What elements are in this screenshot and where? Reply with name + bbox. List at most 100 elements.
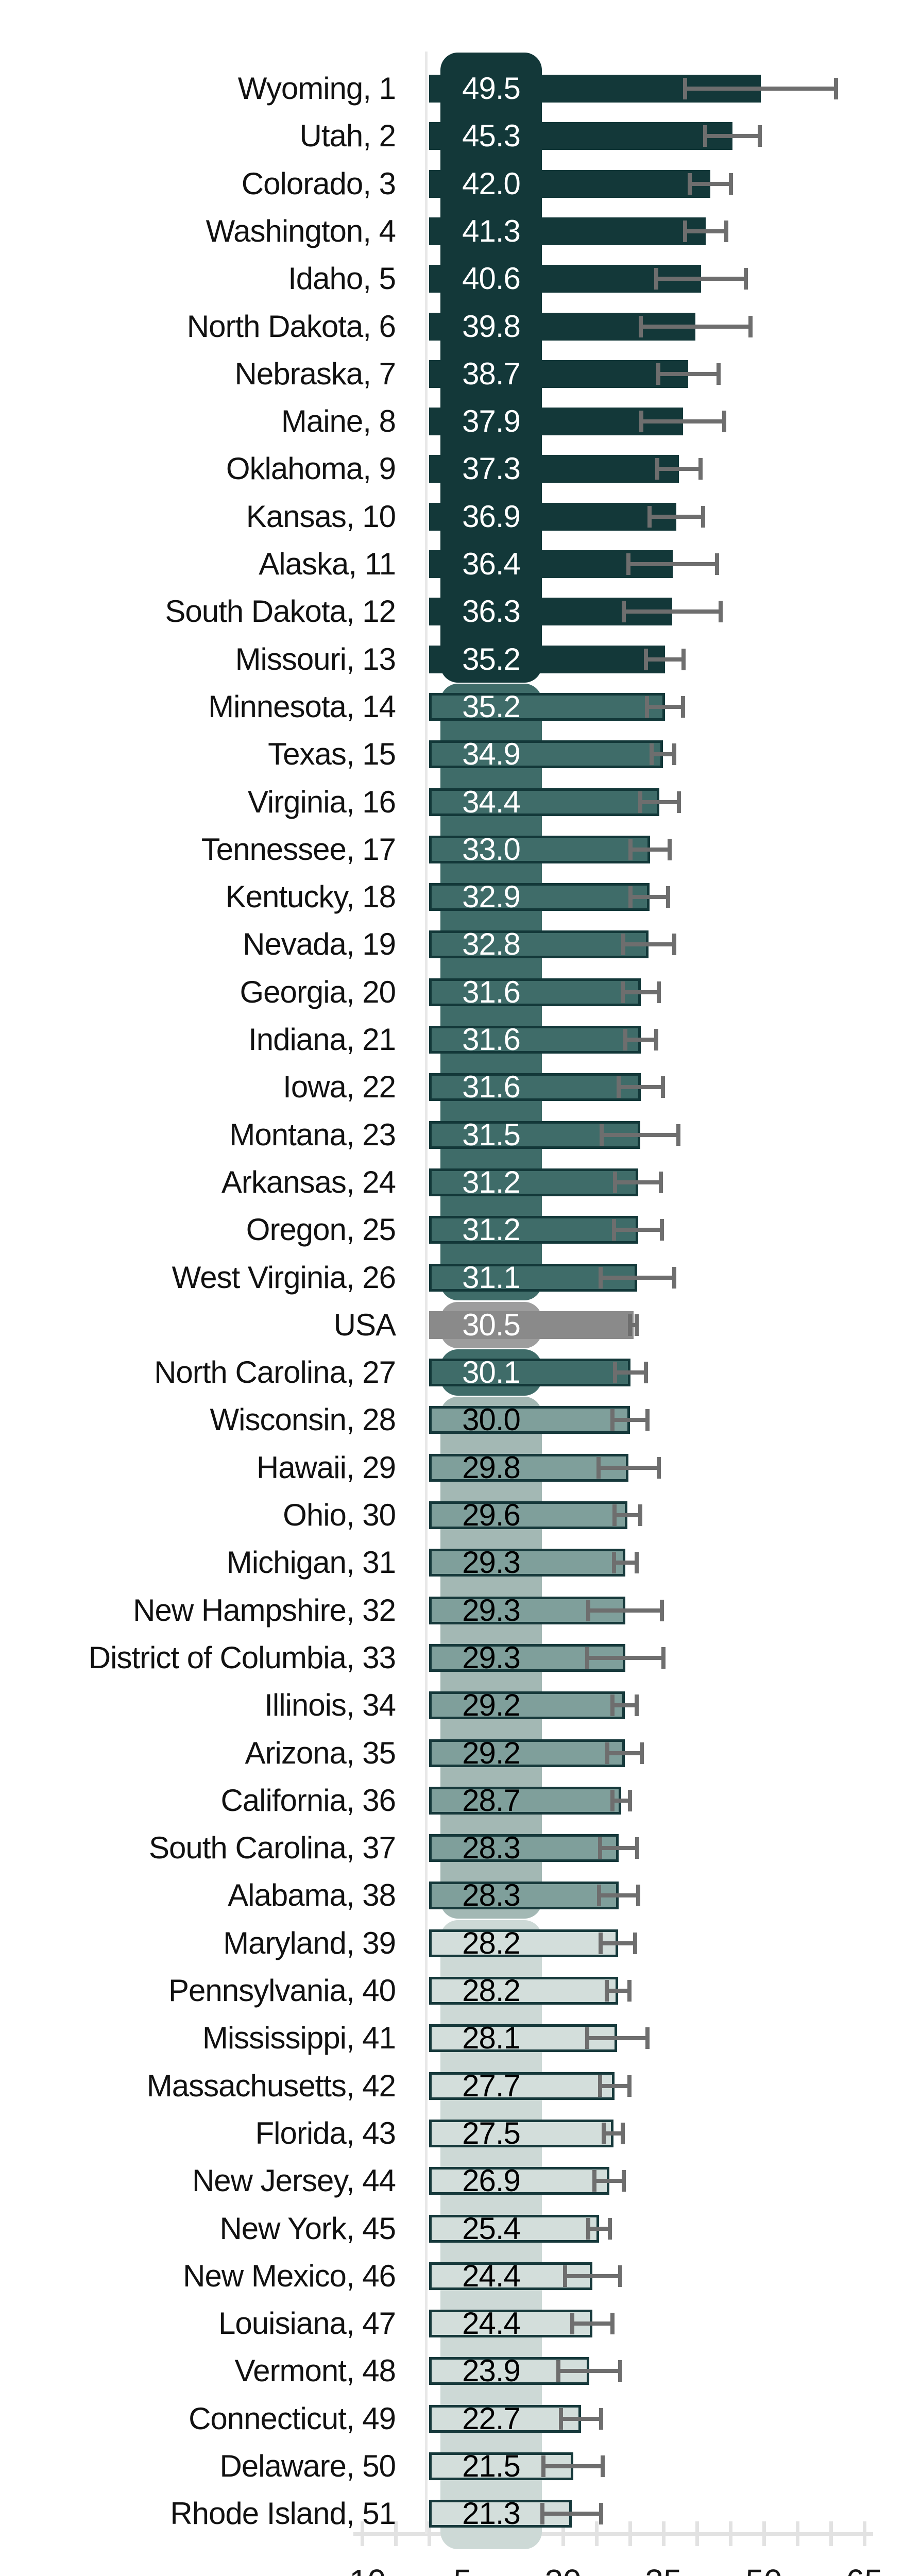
value-label: 45.3 — [462, 118, 521, 154]
state-label: Wyoming, 1 — [237, 71, 396, 106]
value-label: 49.5 — [462, 71, 521, 106]
error-bar-cap-right — [715, 553, 719, 575]
bar — [429, 1786, 622, 1815]
bar — [429, 883, 650, 911]
error-bar-line — [600, 1941, 636, 1945]
error-bar-cap-left — [598, 1837, 602, 1859]
error-bar-cap-left — [541, 2455, 546, 2477]
value-label: 31.1 — [462, 1260, 521, 1295]
value-label: 36.9 — [462, 499, 521, 534]
error-bar-cap-left — [613, 1171, 618, 1193]
state-label: South Carolina, 37 — [149, 1831, 396, 1866]
error-bar-line — [587, 1655, 663, 1660]
error-bar-line — [640, 324, 751, 329]
error-bar-cap-right — [672, 1266, 676, 1289]
error-bar-line — [599, 1893, 638, 1898]
value-label: 34.9 — [462, 737, 521, 772]
value-label: 31.5 — [462, 1117, 521, 1152]
value-label: 29.3 — [462, 1640, 521, 1675]
bar — [429, 2072, 615, 2100]
error-bar-line — [612, 1703, 637, 1708]
error-bar-line — [651, 752, 674, 757]
bar — [429, 1834, 619, 1862]
bar — [429, 1073, 641, 1101]
error-bar-cap-right — [676, 1124, 680, 1146]
error-bar-cap-right — [758, 125, 762, 147]
error-bar-line — [657, 467, 701, 471]
error-bar-cap-left — [639, 411, 644, 433]
value-label: 39.8 — [462, 309, 521, 344]
value-label: 30.0 — [462, 1402, 521, 1437]
bar — [429, 1882, 619, 1910]
error-bar-cap-right — [660, 1076, 665, 1098]
x-axis-tick — [795, 2521, 799, 2546]
error-bar-cap-left — [596, 1456, 601, 1479]
value-label: 29.3 — [462, 1592, 521, 1628]
error-bar-cap-left — [644, 648, 649, 670]
bar — [429, 502, 676, 531]
category-axis-line — [425, 52, 428, 2534]
error-bar-cap-right — [701, 505, 705, 528]
error-bar-cap-left — [540, 2503, 544, 2525]
state-label: Oregon, 25 — [246, 1212, 396, 1247]
value-label: 28.7 — [462, 1783, 521, 1818]
bar — [429, 930, 649, 959]
state-label: New Jersey, 44 — [192, 2163, 396, 2198]
error-bar-cap-right — [748, 315, 753, 337]
bar — [429, 1453, 629, 1482]
error-bar-cap-left — [570, 2313, 575, 2335]
error-bar-cap-left — [613, 1362, 618, 1384]
bar — [429, 217, 706, 245]
bar — [429, 1406, 630, 1434]
error-bar-line — [615, 1180, 661, 1184]
x-axis-tick — [628, 2521, 632, 2546]
error-bar-line — [641, 419, 725, 424]
bar — [429, 2214, 600, 2243]
value-label: 40.6 — [462, 261, 521, 296]
x-axis-tick — [695, 2521, 699, 2546]
error-bar-cap-right — [638, 1504, 642, 1526]
error-bar-cap-right — [681, 648, 686, 670]
state-label: Delaware, 50 — [219, 2449, 396, 2483]
value-label: 26.9 — [462, 2163, 521, 2198]
value-label: 21.3 — [462, 2496, 521, 2531]
error-bar-cap-right — [608, 2217, 612, 2240]
value-label: 28.3 — [462, 1878, 521, 1913]
error-bar-cap-right — [618, 2360, 622, 2382]
error-bar-cap-right — [716, 363, 721, 385]
value-label: 22.7 — [462, 2401, 521, 2436]
x-axis-tick — [561, 2521, 565, 2546]
bar — [429, 978, 641, 1006]
value-label: 31.2 — [462, 1212, 521, 1247]
bar — [429, 2167, 609, 2195]
state-label: Tennessee, 17 — [201, 832, 396, 867]
state-label: North Carolina, 27 — [154, 1355, 396, 1390]
error-bar-cap-left — [592, 2170, 597, 2192]
bar — [429, 1026, 641, 1054]
error-bar-cap-right — [618, 2265, 622, 2287]
value-label: 21.5 — [462, 2449, 521, 2483]
bar — [429, 788, 660, 816]
state-label: Connecticut, 49 — [189, 2401, 396, 2436]
value-label: 33.0 — [462, 832, 521, 867]
value-label: 29.6 — [462, 1498, 521, 1532]
state-label: Illinois, 34 — [264, 1688, 396, 1723]
error-bar-cap-right — [635, 1837, 640, 1859]
error-bar-cap-left — [655, 458, 660, 480]
error-bar-cap-left — [638, 791, 642, 813]
state-label: Texas, 15 — [268, 737, 396, 772]
error-bar-cap-left — [597, 1885, 602, 1907]
error-bar-line — [587, 2036, 647, 2041]
error-bar-line — [649, 514, 703, 519]
value-label: 28.2 — [462, 1973, 521, 2008]
state-label: Georgia, 20 — [240, 974, 396, 1009]
state-label: Nevada, 19 — [243, 927, 396, 962]
error-bar-cap-left — [598, 1932, 603, 1954]
state-label: Alabama, 38 — [228, 1878, 396, 1913]
error-bar-cap-right — [729, 173, 734, 195]
error-bar-cap-right — [672, 934, 676, 956]
error-bar-line — [646, 704, 683, 709]
state-label: Missouri, 13 — [235, 641, 396, 676]
state-label: Pennsylvania, 40 — [168, 1973, 396, 2008]
value-label: 35.2 — [462, 689, 521, 724]
